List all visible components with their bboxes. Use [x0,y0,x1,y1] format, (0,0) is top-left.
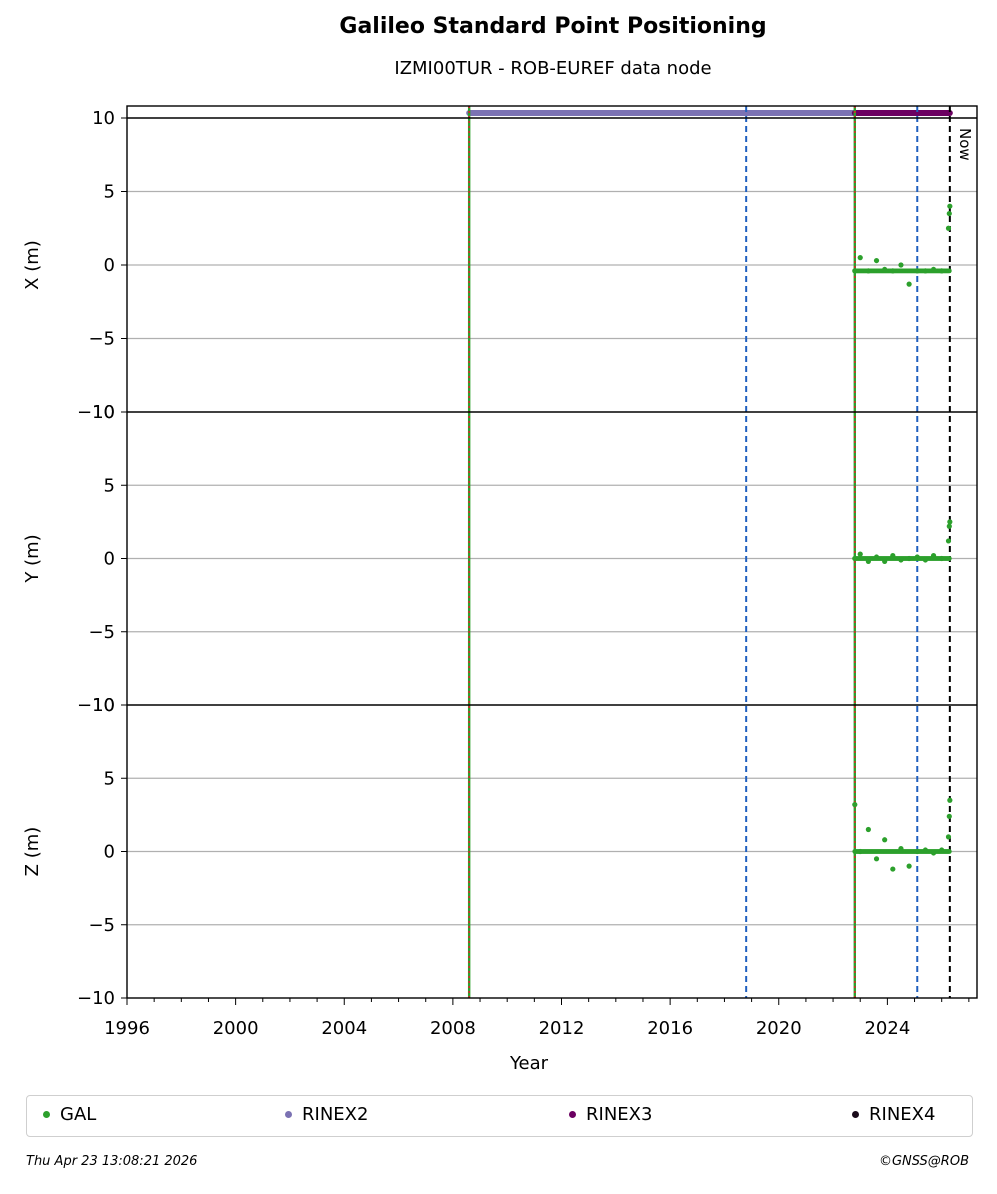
data-point-gal-z [882,837,888,843]
legend-label-gal: GAL [60,1104,97,1125]
data-point-gal-y [946,556,952,561]
x-tick-label: 2000 [213,1018,259,1039]
data-point-gal-y [947,519,953,525]
data-point-gal-z [946,813,952,819]
data-point-gal-y [857,551,863,557]
x-tick-label: 1996 [104,1018,150,1039]
chart-area: −10 −5 0 5 10 X (m) −10 −5 0 5 10 Y (m) −10 −5 0 5 10 Z (… [22,105,978,1074]
y-tick-label: 10 [92,108,115,129]
data-point-gal-y [946,523,952,529]
data-point-gal-x [947,203,953,209]
now-label: Now [956,128,974,161]
x-tick-label: 2012 [539,1018,585,1039]
legend-item-rinex4: RINEX4 [852,1104,935,1125]
legend: GAL RINEX2 RINEX3 RINEX4 [26,1095,973,1137]
data-point-gal-z [945,834,952,840]
data-point-gal-x [906,281,912,287]
legend-marker-rinex3 [569,1111,576,1118]
legend-label-rinex3: RINEX3 [586,1104,653,1125]
data-point-gal-z [890,866,896,872]
y-tick-label: −5 [88,915,115,936]
y-tick-label: 5 [104,182,115,203]
data-point-gal-z [852,802,858,808]
data-point-gal-z [906,863,912,869]
legend-item-rinex2: RINEX2 [285,1104,368,1125]
y-tick-label: 0 [104,549,115,570]
y-tick-label: 5 [104,768,115,789]
chart-subtitle: IZMI00TUR - ROB-EUREF data node [394,58,712,79]
y-tick-label: −10 [77,988,115,1009]
data-point-gal-x [946,268,952,274]
legend-label-rinex4: RINEX4 [869,1104,936,1125]
legend-item-gal: GAL [43,1104,96,1125]
footer-timestamp: Thu Apr 23 13:08:21 2026 [26,1154,198,1169]
legend-marker-rinex4 [852,1111,859,1118]
chart-title: Galileo Standard Point Positioning [339,14,767,39]
x-tick-label: 2004 [321,1018,367,1039]
legend-marker-rinex2 [285,1111,292,1118]
data-point-gal-z [873,856,880,862]
y-axis-label: X (m) [22,240,43,290]
data-point-gal-x [873,257,880,264]
x-tick-label: 2016 [647,1018,693,1039]
y-tick-label: −10 [77,402,115,423]
legend-marker-gal [43,1111,50,1118]
x-tick-label: 2024 [864,1018,910,1039]
data-point-gal-z [947,797,953,803]
y-tick-label: 0 [104,255,115,276]
data-point-gal-x [898,262,904,268]
x-tick-label: 2008 [430,1018,476,1039]
legend-label-rinex2: RINEX2 [302,1104,369,1125]
data-point-gal-z [865,826,871,833]
y-axis-label: Z (m) [22,827,43,877]
y-tick-label: −5 [88,329,115,350]
x-tick-label: 2020 [756,1018,802,1039]
plot-frame [126,105,978,999]
y-axis-label: Y (m) [22,534,43,583]
y-tick-label: −5 [88,622,115,643]
y-tick-label: 0 [104,842,115,863]
data-point-gal-x [946,210,952,217]
footer-credit: ©GNSS@ROB [878,1154,969,1169]
data-point-gal-z [946,849,952,854]
y-tick-label: 10 [92,695,115,716]
legend-item-rinex3: RINEX3 [569,1104,652,1125]
x-axis-label: Year [509,1053,549,1074]
y-tick-label: 10 [92,402,115,423]
data-point-gal-x [857,255,863,261]
y-tick-label: 5 [104,475,115,496]
y-tick-label: −10 [77,695,115,716]
data-point-gal-x [945,225,952,231]
data-point-gal-y [945,538,952,544]
